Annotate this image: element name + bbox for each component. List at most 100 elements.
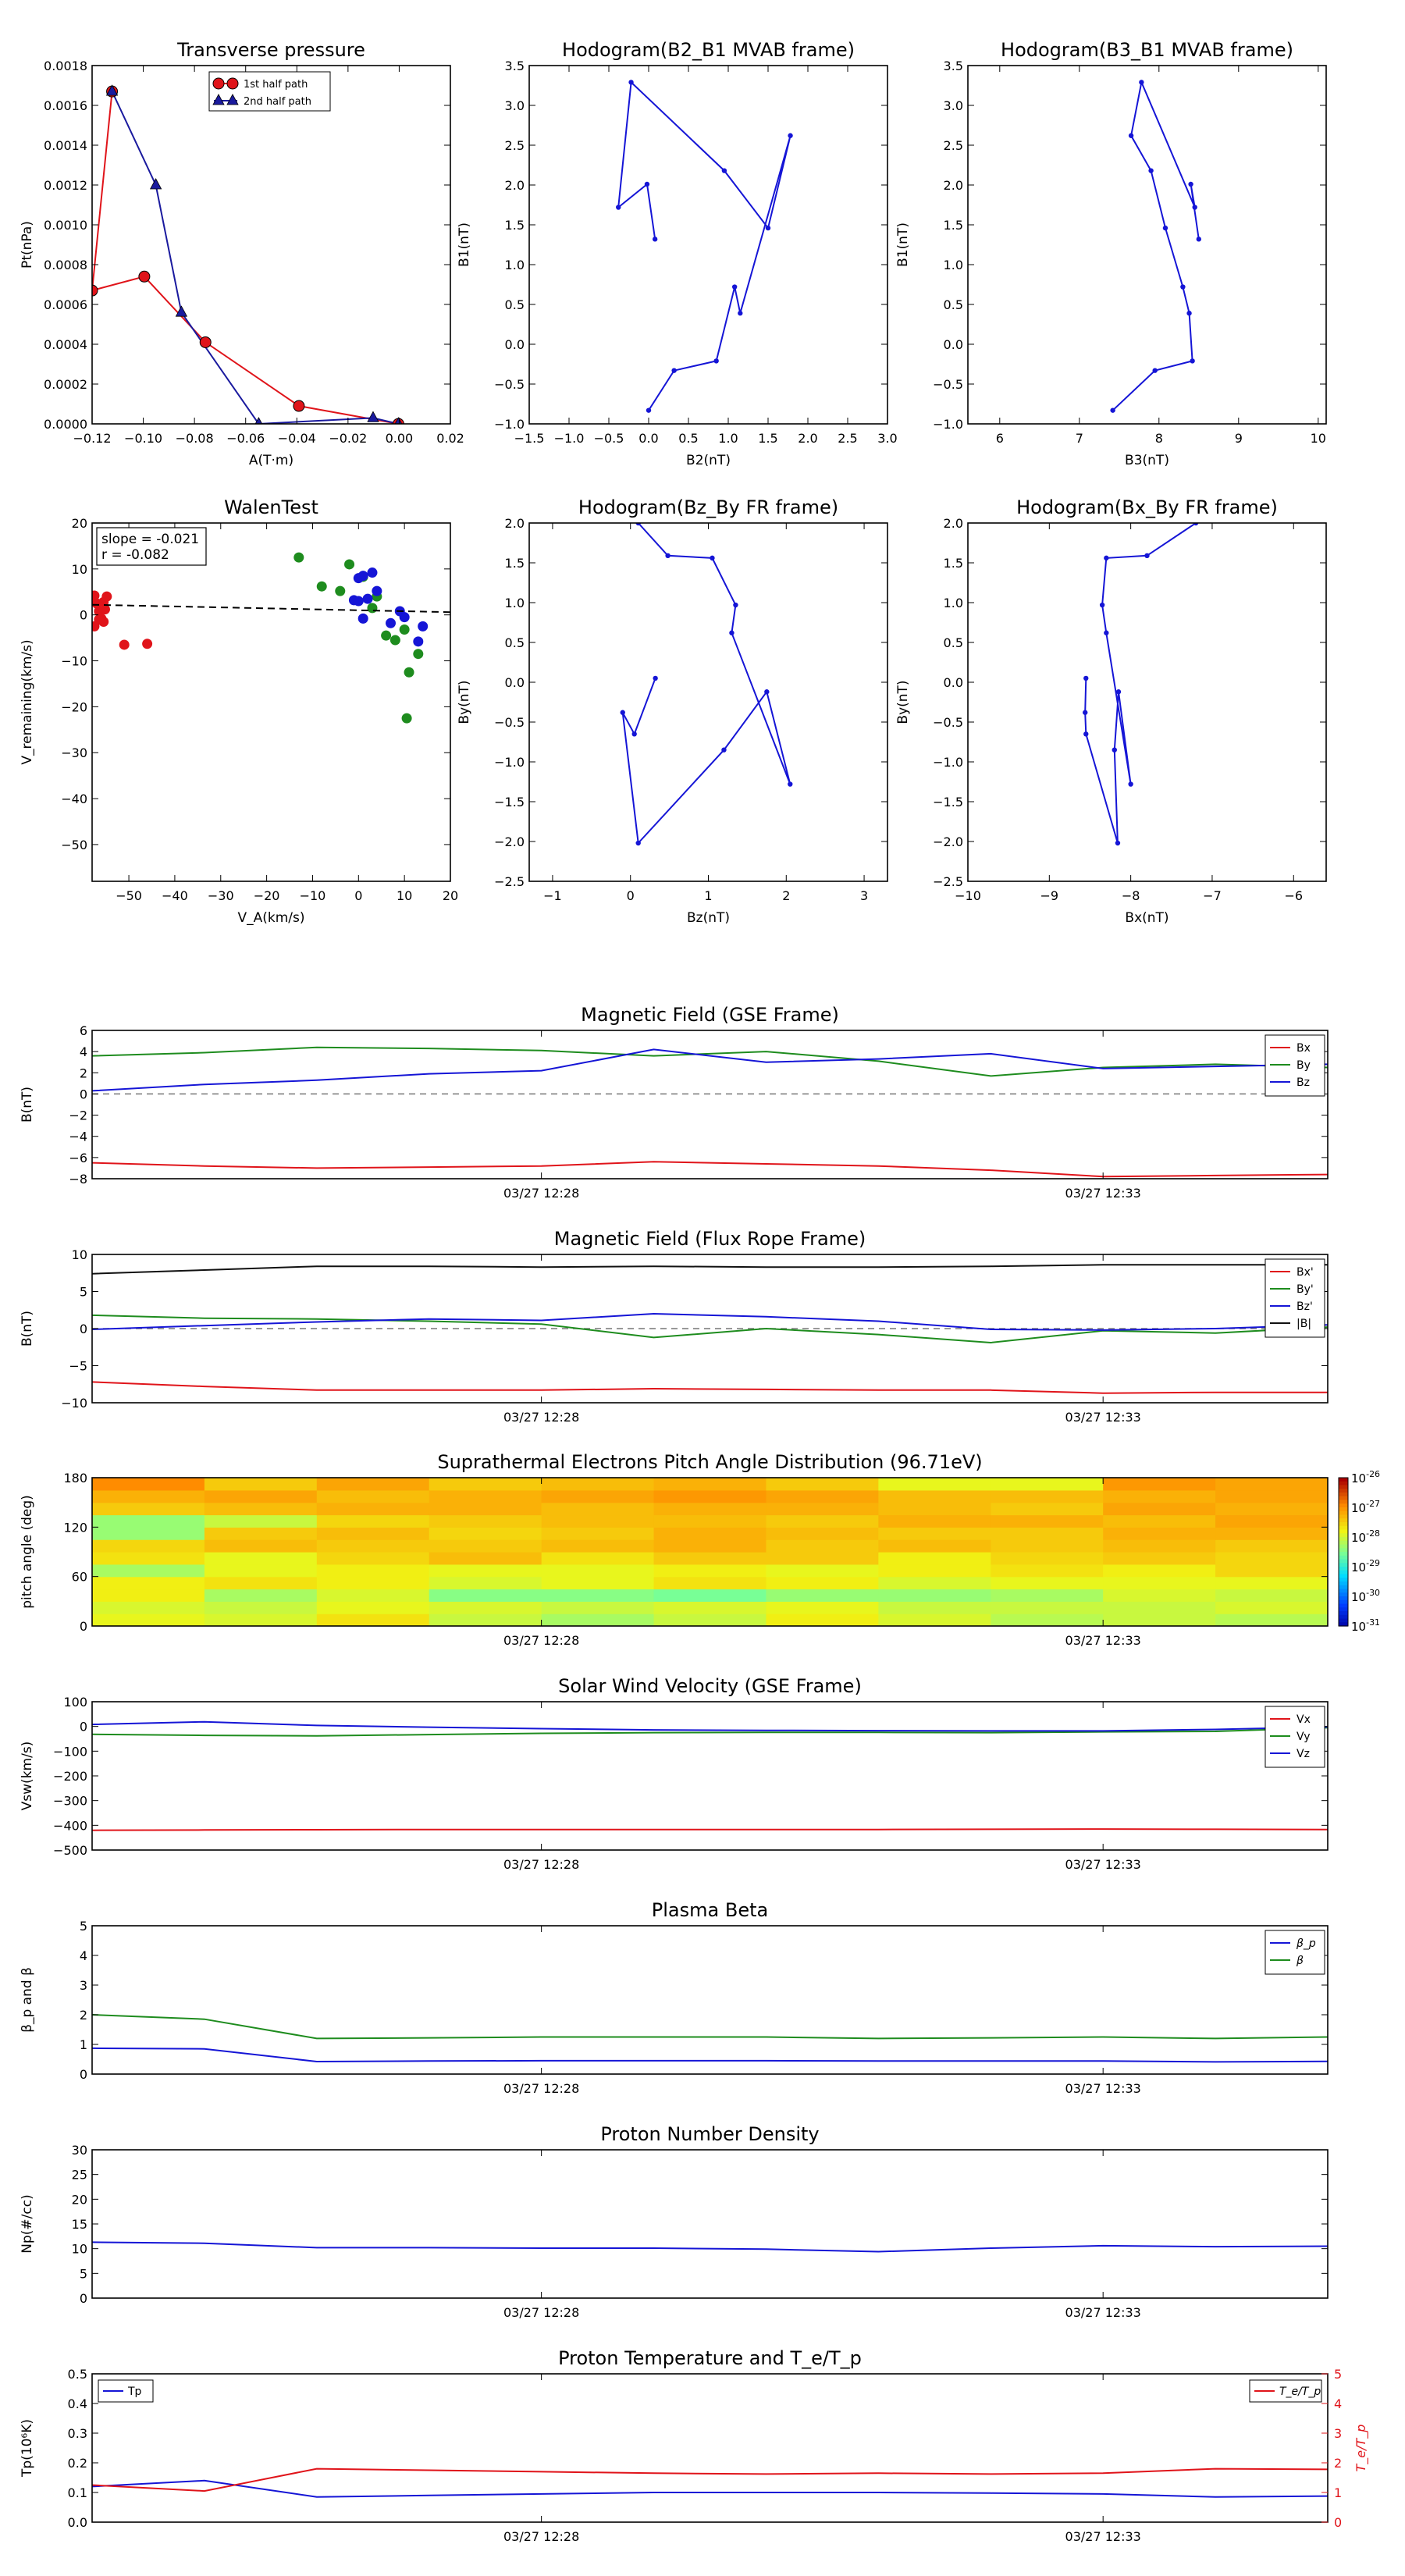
colorbar-swatch [1339, 1622, 1348, 1627]
x-tick-label: 0 [354, 888, 362, 903]
data-point [644, 181, 650, 187]
series-line [92, 1048, 1328, 1092]
plot-area [1083, 523, 1199, 846]
data-point [1139, 80, 1144, 85]
data-point [1190, 358, 1195, 364]
y-tick-label: 0.0004 [44, 337, 87, 352]
heatmap-cell [1215, 1614, 1328, 1626]
data-point [175, 305, 188, 317]
heatmap-cell [92, 1614, 205, 1626]
series-line [92, 1314, 1328, 1344]
y-tick-label: −20 [61, 699, 87, 714]
y-tick-label: 0.4 [68, 2396, 87, 2411]
y-tick-label: 0.2 [68, 2456, 87, 2471]
heatmap-cell [766, 1489, 879, 1503]
data-point [788, 781, 793, 787]
y-tick-label: 2.5 [944, 138, 963, 153]
y-tick-label: 3.5 [505, 59, 525, 73]
data-point [119, 639, 130, 650]
data-point [399, 612, 410, 623]
x-tick-label: 6 [996, 431, 1004, 446]
x-tick-label: 03/27 12:33 [1065, 1186, 1141, 1201]
heatmap-cell [1215, 1502, 1328, 1516]
x-tick-label: 0.00 [386, 431, 414, 446]
y-tick-label: 1.0 [944, 258, 963, 272]
heatmap-cell [766, 1552, 879, 1565]
colorbar-swatch [1339, 1607, 1348, 1612]
data-point [105, 84, 119, 96]
x-tick-label: −50 [116, 888, 142, 903]
y-tick-label: 4 [80, 1044, 87, 1059]
heatmap-cell [991, 1552, 1104, 1565]
heatmap-cell [204, 1539, 318, 1553]
series-line [617, 80, 791, 411]
data-point [199, 336, 212, 348]
plot-area [92, 2014, 1328, 2063]
y-tick-label: 2.5 [505, 138, 525, 153]
x-tick-label: 03/27 12:28 [503, 2305, 579, 2320]
data-point [399, 624, 410, 635]
y-tick-label-right: 3 [1334, 2426, 1342, 2441]
y-tick-label: −2.5 [494, 874, 525, 889]
heatmap-cell [878, 1489, 991, 1503]
y-tick-label: 2 [80, 1066, 87, 1080]
y-tick-label: 5 [80, 1919, 87, 1934]
heatmap-cell [991, 1589, 1104, 1602]
y-tick-label: 1.0 [505, 596, 525, 610]
y-tick-label: 0.0 [944, 675, 963, 690]
data-point [413, 636, 424, 647]
data-point [616, 205, 621, 210]
data-point [357, 613, 368, 624]
heatmap-cell [766, 1564, 879, 1578]
heatmap-cell [1103, 1564, 1216, 1578]
plot-area [92, 552, 450, 724]
fit-line [92, 603, 450, 614]
y-tick-label: −0.5 [933, 715, 963, 730]
y-tick-label: 0.0018 [44, 59, 87, 73]
x-tick-label: −10 [300, 888, 326, 903]
heatmap-cell [653, 1614, 767, 1626]
y-tick-label: 30 [72, 2143, 87, 2158]
heatmap-cell [878, 1576, 991, 1590]
heatmap-cell [204, 1552, 318, 1565]
x-tick-label: −0.02 [329, 431, 367, 446]
y-tick-label: −500 [53, 1843, 87, 1858]
y-tick-label: 0 [80, 2067, 87, 2082]
y-tick-label: 0.5 [505, 297, 525, 312]
x-tick-label: 0.02 [436, 431, 464, 446]
x-tick-label: −7 [1203, 888, 1222, 903]
data-point [353, 596, 364, 607]
y-tick-label: 0.0002 [44, 377, 87, 392]
legend-label: 1st half path [244, 79, 308, 91]
legend-label: Vx [1297, 1713, 1311, 1726]
heatmap-cell [653, 1502, 767, 1516]
data-point [386, 617, 396, 628]
heatmap-cell [541, 1527, 655, 1540]
y-tick-label: 0.0 [68, 2515, 87, 2530]
legend-label: By' [1297, 1283, 1314, 1296]
x-tick-label: 0 [627, 888, 635, 903]
data-point [1104, 555, 1109, 561]
y-tick-label: 20 [72, 516, 87, 531]
y-tick-label: 120 [63, 1520, 87, 1535]
data-point [628, 80, 634, 85]
data-point [101, 591, 112, 602]
x-tick-label: −6 [1284, 888, 1303, 903]
y-tick-label: 0.0008 [44, 258, 87, 272]
plot-frame [528, 522, 888, 882]
heatmap-cell [316, 1502, 430, 1516]
colorbar-swatch [1339, 1611, 1348, 1616]
y-tick-label: 3.0 [944, 98, 963, 113]
y-tick-label: 1 [80, 2037, 87, 2052]
series-line [1084, 523, 1197, 844]
series-line [92, 2479, 1328, 2498]
data-point [653, 675, 658, 681]
chart-title: Hodogram(B3_B1 MVAB frame) [1001, 39, 1293, 61]
y-axis-label-right: T_e/T_p [1353, 2425, 1369, 2472]
x-axis-label: A(T·m) [249, 453, 293, 468]
heatmap-cell [1215, 1527, 1328, 1540]
heatmap-cell [316, 1601, 430, 1614]
y-axis-label: Np(#/cc) [20, 2194, 35, 2253]
y-tick-label: 2.0 [505, 178, 525, 193]
plot-area [92, 1478, 1328, 1626]
